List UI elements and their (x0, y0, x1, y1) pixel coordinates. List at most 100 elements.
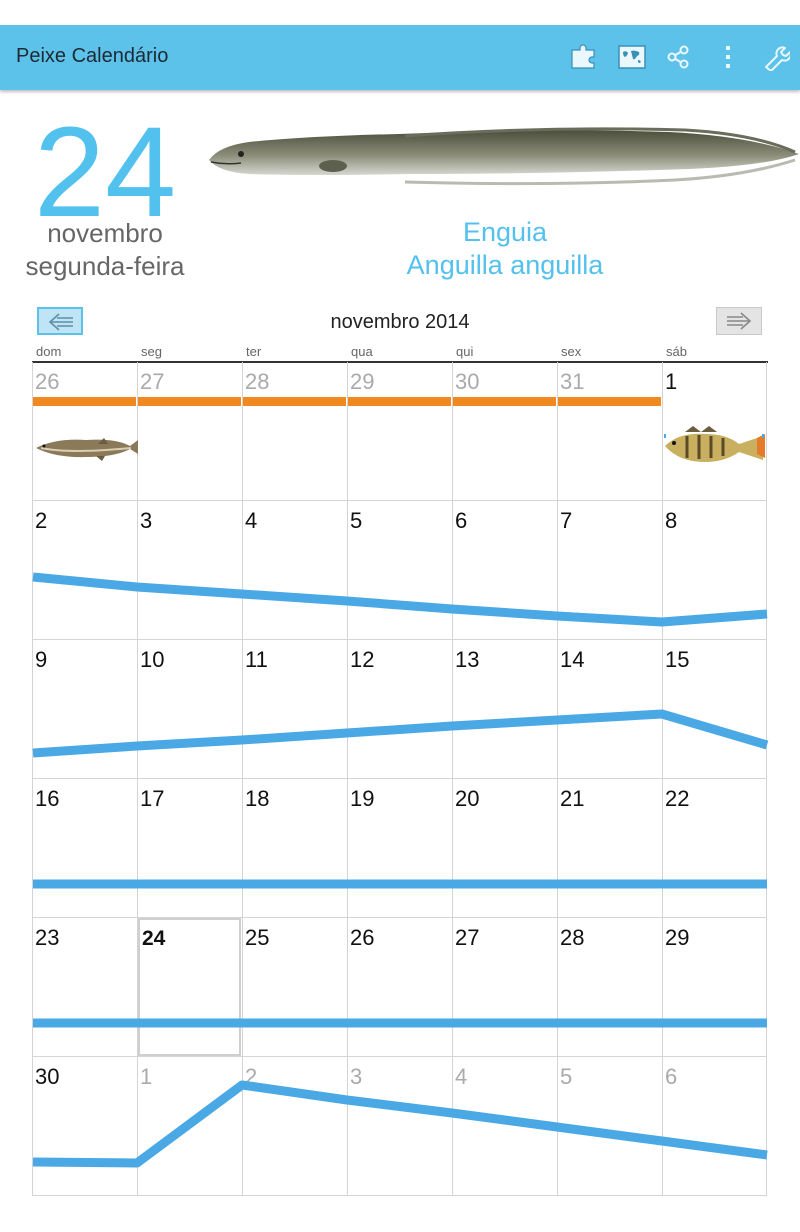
status-bar (0, 0, 800, 25)
calendar-day-cell[interactable]: 2 (32, 501, 137, 640)
day-number: 2 (35, 508, 48, 533)
calendar-day-cell[interactable]: 29 (347, 362, 452, 501)
day-number: 27 (140, 369, 165, 394)
calendar-day-cell[interactable]: 24 (137, 918, 242, 1057)
day-number: 13 (455, 647, 480, 672)
overflow-menu-icon[interactable] (710, 39, 746, 75)
calendar-day-cell[interactable]: 4 (452, 1057, 557, 1196)
day-number: 20 (455, 786, 480, 811)
weekday-label: sex (561, 344, 582, 359)
calendar-day-cell[interactable]: 18 (242, 779, 347, 918)
day-number: 25 (245, 925, 270, 950)
wrench-icon[interactable] (758, 39, 794, 75)
day-number: 5 (560, 1064, 573, 1089)
day-number: 6 (455, 508, 468, 533)
day-number: 4 (245, 508, 258, 533)
day-number: 30 (455, 369, 480, 394)
calendar-day-cell[interactable]: 29 (662, 918, 767, 1057)
day-number: 30 (35, 1064, 60, 1089)
calendar-day-cell[interactable]: 31 (557, 362, 662, 501)
calendar-day-cell[interactable]: 2 (242, 1057, 347, 1196)
day-number: 23 (35, 925, 60, 950)
day-number: 11 (245, 647, 268, 672)
calendar-day-cell[interactable]: 14 (557, 640, 662, 779)
calendar-month-title: novembro 2014 (330, 311, 470, 333)
previous-month-button[interactable] (37, 307, 83, 335)
calendar-day-cell[interactable]: 10 (137, 640, 242, 779)
weekday-label: qui (456, 344, 474, 359)
calendar-day-cell[interactable]: 13 (452, 640, 557, 779)
fish-scientific-name: Anguilla anguilla (406, 250, 604, 280)
calendar-day-cell[interactable]: 6 (662, 1057, 767, 1196)
calendar-day-cell[interactable]: 8 (662, 501, 767, 640)
calendar-day-cell[interactable]: 5 (347, 501, 452, 640)
calendar-day-cell[interactable]: 23 (32, 918, 137, 1057)
calendar-day-cell[interactable]: 6 (452, 501, 557, 640)
today-highlight (138, 918, 241, 1056)
day-number: 21 (560, 786, 585, 811)
calendar-day-cell[interactable]: 28 (557, 918, 662, 1057)
weekday-label: ter (246, 344, 262, 359)
day-number: 3 (140, 508, 153, 533)
calendar-day-cell[interactable]: 25 (242, 918, 347, 1057)
day-number: 29 (665, 925, 690, 950)
app-title: Peixe Calendário (16, 45, 169, 67)
day-number: 18 (245, 786, 270, 811)
day-number: 7 (560, 508, 573, 533)
calendar-day-cell[interactable]: 16 (32, 779, 137, 918)
calendar-day-cell[interactable]: 19 (347, 779, 452, 918)
calendar-day-cell[interactable]: 20 (452, 779, 557, 918)
calendar-day-cell[interactable]: 22 (662, 779, 767, 918)
calendar-day-cell[interactable]: 27 (137, 362, 242, 501)
day-number: 12 (350, 647, 375, 672)
calendar-day-cell[interactable]: 21 (557, 779, 662, 918)
world-map-icon[interactable] (614, 39, 650, 75)
day-number: 19 (350, 786, 375, 811)
selected-month: novembro (47, 218, 163, 248)
day-number: 3 (350, 1064, 363, 1089)
calendar-day-cell[interactable]: 7 (557, 501, 662, 640)
calendar-day-cell[interactable]: 15 (662, 640, 767, 779)
app-bar: Peixe Calendário (0, 25, 800, 90)
calendar-day-cell[interactable]: 27 (452, 918, 557, 1057)
calendar-day-cell[interactable]: 30 (452, 362, 557, 501)
calendar-day-cell[interactable]: 28 (242, 362, 347, 501)
calendar-grid: 26 27 28 29 30 31 1 2 3 4 5 6 7 8 9 10 11 12 13 14 15 16 17 18 1… (32, 362, 767, 1196)
day-number: 16 (35, 786, 60, 811)
share-icon[interactable] (660, 39, 696, 75)
day-number: 26 (350, 925, 375, 950)
calendar-day-cell[interactable]: 5 (557, 1057, 662, 1196)
calendar-day-cell[interactable]: 30 (32, 1057, 137, 1196)
calendar-day-cell[interactable]: 11 (242, 640, 347, 779)
calendar-day-cell[interactable]: 1 (137, 1057, 242, 1196)
day-number: 9 (35, 647, 48, 672)
day-number: 8 (665, 508, 678, 533)
day-number: 2 (245, 1064, 258, 1089)
next-month-button[interactable] (716, 307, 762, 335)
weekday-label: sáb (666, 344, 687, 359)
calendar-day-cell[interactable]: 3 (137, 501, 242, 640)
weekday-label: dom (36, 344, 62, 359)
fish-common-name: Enguia (462, 217, 548, 247)
calendar-day-cell[interactable]: 9 (32, 640, 137, 779)
day-number: 1 (140, 1064, 153, 1089)
calendar-day-cell[interactable]: 26 (32, 362, 137, 501)
day-number: 22 (665, 786, 690, 811)
day-number: 17 (140, 786, 165, 811)
calendar-day-cell[interactable]: 17 (137, 779, 242, 918)
day-number: 15 (665, 647, 690, 672)
day-number: 24 (142, 927, 166, 950)
calendar-day-cell[interactable]: 1 (662, 362, 767, 501)
arrow-left-icon (48, 313, 73, 331)
day-number: 1 (665, 369, 678, 394)
calendar-day-cell[interactable]: 4 (242, 501, 347, 640)
calendar-day-cell[interactable]: 12 (347, 640, 452, 779)
calendar-day-cell[interactable]: 26 (347, 918, 452, 1057)
puzzle-icon[interactable] (565, 39, 601, 75)
day-number: 6 (665, 1064, 678, 1089)
selected-weekday: segunda-feira (25, 251, 185, 281)
selected-day-number: 24 (33, 101, 177, 244)
day-number: 28 (245, 369, 270, 394)
calendar-day-cell[interactable]: 3 (347, 1057, 452, 1196)
eel-fish-image (209, 127, 799, 186)
